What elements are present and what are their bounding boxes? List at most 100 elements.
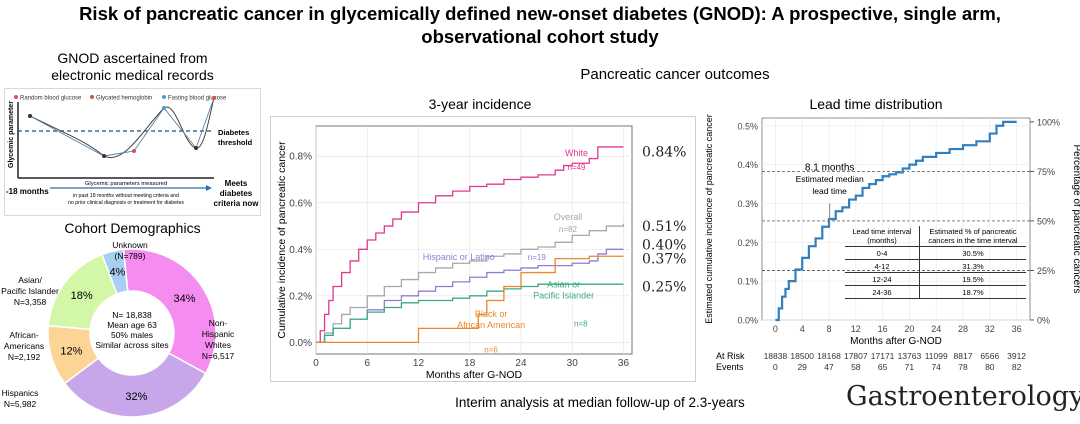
at-risk-value: 17807 [844,351,868,361]
series-label: Asian or [547,280,580,290]
annotation-value: 8.1 months [805,162,854,173]
donut-pct-label: 34% [173,293,195,305]
cohort-heading: Cohort Demographics [64,220,201,236]
threshold-label-2: threshold [218,138,253,147]
x-tick-label: 36 [618,358,630,369]
x-tick-label: 16 [878,324,888,334]
y2-tick-label: 100% [1037,117,1060,127]
x-tick-label: 0 [773,324,778,334]
x-tick-label: 6 [364,358,370,369]
table-row: 24-36 18.7% [845,285,1026,299]
at-risk-value: 8817 [954,351,973,361]
events-value: 78 [958,362,968,372]
events-value: 29 [797,362,807,372]
meets-label-3: criteria now [214,199,260,208]
series-n-label: n=8 [574,319,588,328]
table-row: 12-24 19.5% [845,272,1026,286]
y2-tick-label: 50% [1037,216,1055,226]
donut-category-label: N=5,982 [4,399,37,409]
donut-category-label: Asian/ [18,275,42,285]
outcomes-heading: Pancreatic cancer outcomes [580,66,770,83]
annotation-text: Estimated median [796,174,864,184]
y2-axis-label: Percentage of pancreatic cancers [1071,145,1080,294]
title-line-1: Risk of pancreatic cancer in glycemicall… [79,3,1001,24]
x-tick-label: 0 [313,358,319,369]
note-line-2: in past 18 months without meeting criter… [73,193,179,199]
series-label: White [565,148,588,158]
leadtime-table: Lead time interval (months) Estimated % … [845,226,1026,299]
y-tick-label: 0.1% [737,277,758,287]
y-axis-label: Estimated cumulative incidence of pancre… [704,114,714,324]
series-end-label: 0.40% [642,238,686,254]
x-tick-label: 12 [851,324,861,334]
donut-center-text: 50% males [111,330,153,340]
events-value: 74 [931,362,941,372]
legend-random: Random blood glucose [20,96,82,102]
donut-category-label: Non- [209,318,228,328]
series-label: African American [457,320,525,330]
gnod-curve-2 [29,97,215,157]
donut-category-label: N=6,517 [202,351,235,361]
donut-category-label: Americans [4,341,44,351]
events-value: 0 [773,362,778,372]
gnod-point [212,96,216,100]
x-start-label: -18 months [6,187,49,196]
at-risk-value: 18168 [817,351,841,361]
table-header-interval: Lead time interval (months) [845,226,920,247]
x-tick-label: 4 [800,324,805,334]
gnod-point [162,106,166,110]
gnod-point [194,146,198,150]
series-label: Pacific Islander [533,291,594,301]
x-tick-label: 24 [931,324,941,334]
at-risk-value: 17171 [871,351,895,361]
donut-category-label: N=2,192 [8,352,41,362]
legend-fasting: Fasting blood glucose [168,96,227,102]
x-tick-label: 8 [826,324,831,334]
x-tick-label: 20 [904,324,914,334]
gnod-heading: GNOD ascertained from electronic medical… [0,50,265,84]
incidence-title: 3-year incidence [428,96,532,112]
donut-category-label: Unknown [112,240,148,250]
at-risk-value: 18838 [764,351,788,361]
x-tick-label: 32 [985,324,995,334]
at-risk-label: At Risk [716,351,745,361]
meets-label-2: diabetes [220,189,253,198]
events-label: Events [716,362,744,372]
incidence-chart: 0.0% 0.2% 0.4% 0.6% 0.8% 0 6 12 18 24 30 36 Months a… [276,125,686,380]
note-line-1: Glycemic parameters measured [85,181,167,187]
note-line-3: no prior clinical diagnosis or treatment… [68,200,184,206]
gnod-y-label: Glycemic parameter [8,101,15,168]
series-end-label: 0.37% [642,252,686,268]
y-tick-label: 0.8% [289,152,312,163]
donut-pct-label: 18% [71,290,93,302]
legend-dot-fasting [162,95,166,99]
table-cell: 0-4 [845,246,920,260]
y2-tick-label: 0% [1037,316,1050,326]
donut-slice-5 [100,248,129,295]
gnod-heading-line-2: electronic medical records [51,67,214,83]
table-cell: 19.5% [919,272,1026,286]
series-label: Overall [554,212,583,222]
series-end-label: 0.25% [642,280,686,296]
donut-pct-label: 12% [60,345,82,357]
events-value: 82 [1012,362,1022,372]
journal-name: Gastroenterology [846,381,1080,412]
series-line-black-or-african-american [316,255,624,344]
y2-tick-label: 25% [1037,266,1055,276]
series-line-overall [316,223,625,344]
events-value: 47 [824,362,834,372]
y-tick-label: 0.0% [737,316,758,326]
meets-label-1: Meets [225,179,248,188]
legend-dot-hba1c [90,95,94,99]
table-header-pct: Estimated % of pancreatic cancers in the… [919,226,1026,247]
table-cell: 18.7% [919,285,1026,299]
donut-category-label: Hispanics [2,388,39,398]
table-cell: 24-36 [845,285,920,299]
donut-category-label: N=3,358 [14,297,47,307]
legend-dot-random [14,95,18,99]
donut-center-text: Similar across sites [95,340,168,350]
at-risk-value: 6566 [980,351,999,361]
events-value: 65 [878,362,888,372]
donut-category-label: (N=789) [115,251,146,261]
